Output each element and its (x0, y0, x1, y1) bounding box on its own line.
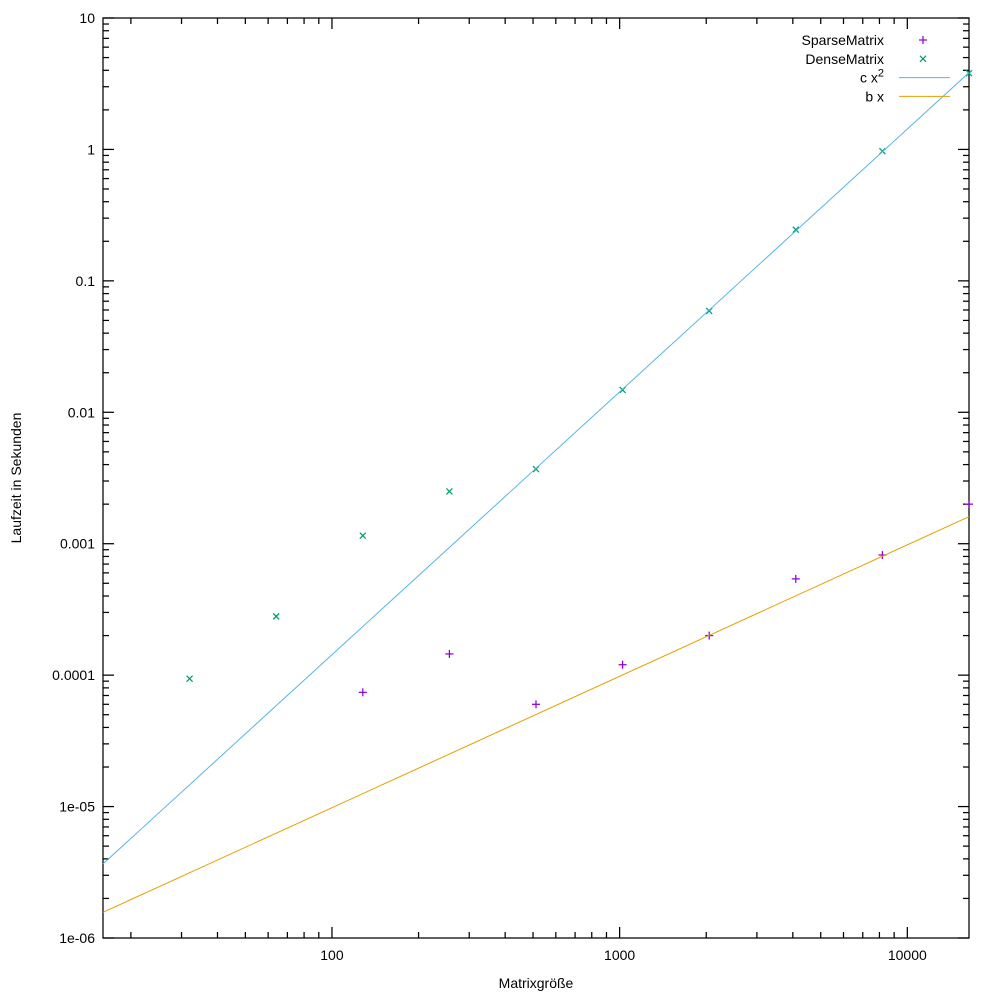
legend-label-sparsematrix: SparseMatrix (802, 32, 884, 48)
x-tick-label: 1000 (604, 947, 635, 963)
y-tick-label: 0.1 (76, 273, 96, 289)
series-point-densematrix (792, 226, 800, 234)
legend-label-b-x: b x (865, 88, 884, 104)
series-point-densematrix (359, 532, 367, 540)
legend-marker-densematrix (919, 55, 927, 63)
legend-label-densematrix: DenseMatrix (805, 51, 884, 67)
legend-label-c-x-2: c x2 (860, 68, 884, 86)
series-point-densematrix (705, 307, 713, 315)
y-tick-label: 1e-05 (59, 799, 95, 815)
x-tick-label: 10000 (888, 947, 927, 963)
series-point-sparsematrix (618, 660, 627, 669)
series-point-sparsematrix (358, 688, 367, 697)
y-tick-label: 1e-06 (59, 930, 95, 946)
series-point-sparsematrix (965, 500, 973, 509)
series-point-sparsematrix (532, 700, 540, 709)
y-tick-label: 1 (87, 141, 95, 157)
series-point-sparsematrix (791, 574, 800, 583)
series-point-densematrix (445, 487, 453, 495)
y-tick-label: 0.001 (60, 536, 95, 552)
x-tick-label: 100 (320, 947, 344, 963)
legend-marker-sparsematrix (919, 36, 927, 44)
plot-border (102, 17, 970, 939)
y-tick-label: 0.0001 (52, 667, 95, 683)
y-tick-label: 10 (79, 10, 95, 26)
y-tick-label: 0.01 (68, 404, 95, 420)
series-line-c-x-2 (102, 72, 970, 865)
series-point-sparsematrix (445, 649, 454, 658)
x-axis-title: Matrixgröße (498, 975, 574, 991)
series-point-densematrix (272, 612, 280, 620)
series-line-b-x (102, 516, 970, 913)
series-point-densematrix (186, 675, 194, 683)
